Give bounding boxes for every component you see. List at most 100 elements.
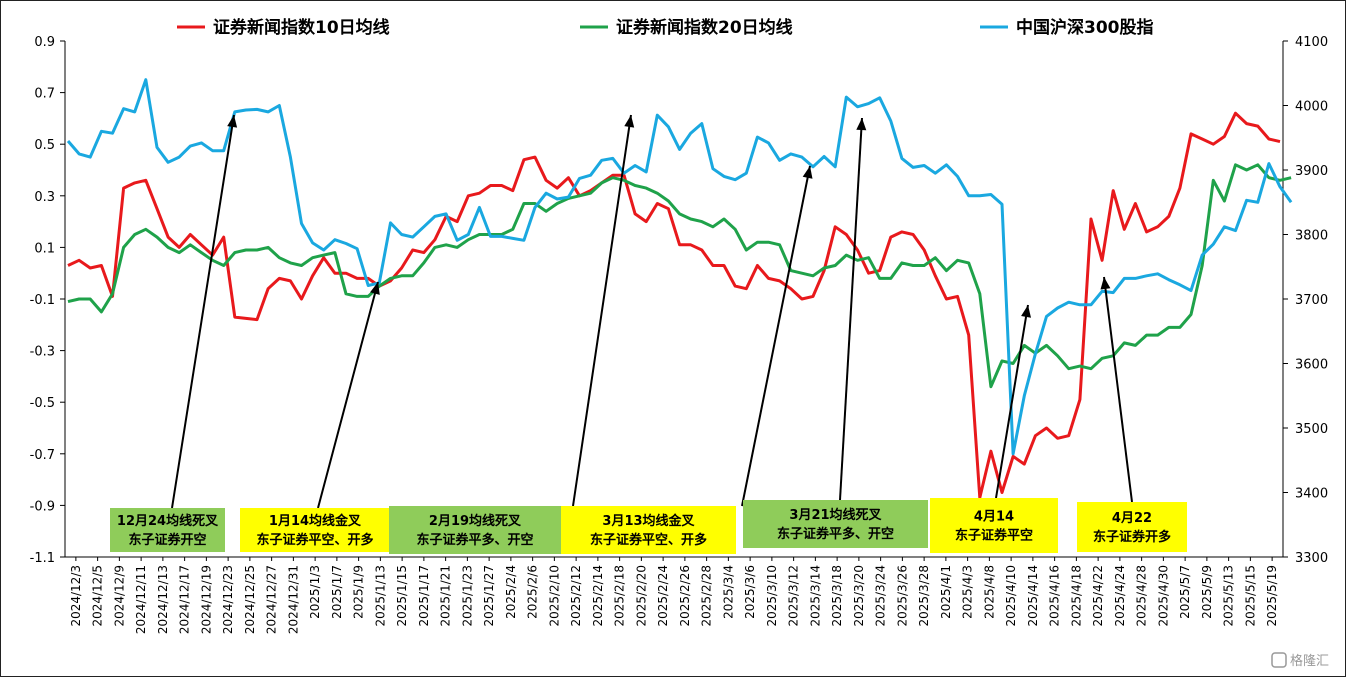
x-tick-label: 2024/12/17: [178, 565, 192, 634]
annotation-arrow-line: [1103, 276, 1133, 503]
x-tick-label: 2025/1/23: [460, 565, 474, 627]
x-tick-label: 2024/12/9: [112, 565, 126, 627]
legend-label-2: 证券新闻指数20日均线: [616, 17, 793, 38]
annotation-arrow-line: [171, 114, 235, 509]
left-tick-label: 0.3: [34, 190, 55, 205]
right-tick-label: 3900: [1295, 164, 1328, 179]
series-layer: [66, 78, 1293, 500]
annotation-action-text: 东子证券平多、开空: [416, 532, 533, 548]
annotation-action-text: 东子证券开多: [1093, 529, 1171, 545]
x-tick-label: 2025/1/27: [482, 565, 496, 627]
right-tick-label: 3500: [1295, 422, 1328, 437]
legend: 证券新闻指数10日均线 证券新闻指数20日均线 中国沪深300股指: [177, 17, 1154, 38]
annotation-box: [110, 508, 225, 552]
right-tick-label: 3300: [1295, 551, 1328, 566]
x-tick-label: 2025/4/1: [939, 565, 953, 619]
left-tick-label: -0.1: [30, 293, 55, 308]
x-tick-label: 2025/2/4: [504, 565, 518, 619]
x-tick-label: 2025/2/26: [678, 565, 692, 627]
x-tick-label: 2024/12/19: [199, 565, 213, 634]
annotation-action-text: 东子证券平空、开多: [256, 532, 373, 548]
x-tick-label: 2025/3/14: [808, 565, 822, 627]
x-tick-label: 2025/2/6: [526, 565, 540, 619]
x-tick-label: 2025/2/28: [700, 565, 714, 627]
x-tick-label: 2025/3/18: [830, 565, 844, 627]
x-tick-label: 2025/2/18: [613, 565, 627, 627]
annotation-arrowhead-icon: [1021, 305, 1031, 318]
annotation-action-text: 东子证券平空、开多: [590, 532, 707, 548]
series-line-3: [66, 78, 1293, 456]
left-tick-label: -1.1: [30, 551, 55, 566]
annotation-7: 4月22 东子证券开多: [1077, 276, 1187, 552]
annotation-arrow-line: [572, 114, 632, 507]
annotation-layer: 12月24均线死叉东子证券开空1月14均线金叉东子证券平空、开多2月19均线死叉…: [110, 114, 1187, 554]
x-tick-label: 2025/4/24: [1113, 565, 1127, 627]
annotation-date-label: 1月14均线金叉: [269, 513, 362, 529]
x-tick-label: 2025/1/15: [395, 565, 409, 627]
watermark-text: 格隆汇: [1290, 653, 1329, 669]
annotation-arrowhead-icon: [624, 115, 635, 128]
right-tick-label: 3700: [1295, 293, 1328, 308]
annotation-date-label: 12月24均线死叉: [117, 513, 219, 529]
left-tick-label: -0.5: [30, 396, 55, 411]
left-tick-label: -0.3: [30, 345, 55, 360]
x-tick-label: 2024/12/11: [134, 565, 148, 634]
annotation-arrow-line: [741, 165, 811, 507]
x-tick-label: 2025/4/16: [1048, 565, 1062, 627]
annotation-date-label: 4月14: [974, 510, 1014, 525]
left-tick-label: 0.7: [34, 87, 55, 102]
annotation-arrow-line: [839, 117, 863, 501]
annotation-arrowhead-icon: [802, 166, 813, 179]
watermark: 格隆汇: [1271, 652, 1329, 669]
annotation-arrowhead-icon: [227, 115, 238, 128]
x-tick-label: 2024/12/25: [243, 565, 257, 634]
x-tick-label: 2025/1/3: [308, 565, 322, 619]
left-tick-label: -0.7: [30, 448, 55, 463]
x-tick-label: 2025/4/18: [1069, 565, 1083, 627]
annotation-box: [743, 500, 928, 548]
right-tick-label: 4000: [1295, 100, 1328, 115]
x-tick-label: 2025/3/10: [765, 565, 779, 627]
annotation-arrowhead-icon: [1100, 277, 1111, 290]
left-tick-label: 0.5: [34, 138, 55, 153]
annotation-box: [930, 498, 1058, 553]
x-tick-label: 2025/4/3: [961, 565, 975, 619]
x-tick-label: 2025/3/24: [874, 565, 888, 627]
x-tick-label: 2025/1/21: [439, 565, 453, 627]
annotation-action-text: 东子证券平空: [955, 528, 1033, 544]
x-axis: 2024/12/3 2024/12/5 2024/12/9 2024/12/11 202…: [65, 556, 1283, 634]
x-tick-label: 2025/3/12: [787, 565, 801, 627]
series-line-1: [67, 111, 1281, 500]
x-tick-label: 2025/2/10: [547, 565, 561, 627]
x-tick-label: 2025/5/13: [1222, 565, 1236, 627]
annotation-action-text: 东子证券开空: [128, 532, 206, 548]
annotation-box: [240, 508, 390, 552]
x-tick-label: 2024/12/31: [286, 565, 300, 634]
left-tick-label: 0.9: [34, 35, 55, 50]
x-tick-label: 2025/1/7: [330, 565, 344, 619]
annotation-date-label: 3月13均线金叉: [602, 513, 695, 529]
x-tick-label: 2025/1/9: [352, 565, 366, 619]
x-tick-label: 2025/3/6: [743, 565, 757, 619]
annotation-box: [561, 506, 736, 554]
right-tick-label: 4100: [1295, 35, 1328, 50]
x-tick-label: 2024/12/13: [156, 565, 170, 634]
x-tick-label: 2025/4/14: [1026, 565, 1040, 627]
watermark-logo-icon: [1271, 652, 1287, 668]
x-tick-label: 2025/2/12: [569, 565, 583, 627]
x-tick-label: 2025/2/14: [591, 565, 605, 627]
right-tick-label: 3600: [1295, 358, 1328, 373]
x-tick-label: 2025/2/20: [634, 565, 648, 627]
annotation-arrow-line: [995, 304, 1029, 499]
x-tick-label: 2025/5/7: [1178, 565, 1192, 619]
annotation-box: [389, 506, 561, 554]
x-tick-label: 2025/4/8: [982, 565, 996, 619]
x-tick-label: 2024/12/5: [91, 565, 105, 627]
annotation-arrowhead-icon: [370, 282, 380, 295]
x-tick-label: 2025/3/4: [721, 565, 735, 619]
